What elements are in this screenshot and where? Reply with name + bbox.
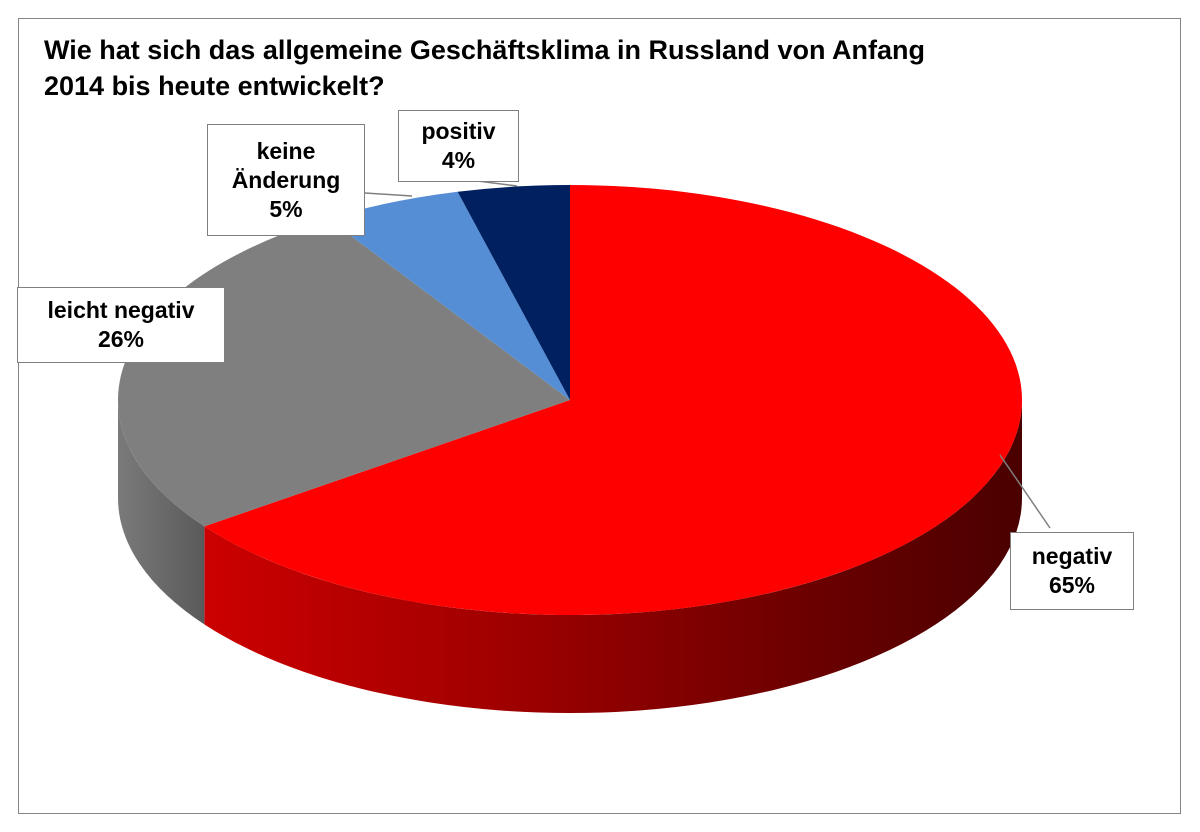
slice-label-negativ: negativ 65%: [1010, 532, 1134, 610]
pie-slice-leicht-negativ: [117, 218, 570, 527]
pie-slice-keine-aenderung: [327, 191, 570, 400]
slice-label-leicht-negativ: leicht negativ 26%: [17, 287, 225, 363]
leader-line-negativ: [999, 454, 1051, 529]
slice-label-keine-aenderung: keine Änderung 5%: [207, 124, 365, 236]
pie-slice-positiv: [457, 185, 570, 400]
pie-slice-side-negativ: [204, 400, 1022, 713]
leader-line-keine-aenderung: [364, 192, 413, 197]
pie-slice-side-leicht-negativ: [118, 400, 205, 625]
slice-label-leicht-negativ-name: leicht negativ: [47, 297, 195, 323]
pie-slice-negativ: [204, 185, 1023, 616]
slice-label-leicht-negativ-value: 26%: [97, 326, 145, 352]
slice-label-positiv-name: positiv: [421, 118, 496, 144]
chart-title: Wie hat sich das allgemeine Geschäftskli…: [44, 35, 925, 101]
slice-label-keine-line1: keine: [256, 137, 316, 164]
slice-label-keine-line2: Änderung: [231, 166, 341, 193]
slice-label-positiv: positiv 4%: [398, 110, 519, 182]
slice-label-negativ-name: negativ: [1031, 543, 1113, 569]
slice-label-negativ-value: 65%: [1048, 572, 1096, 598]
slice-label-positiv-value: 4%: [441, 147, 476, 173]
slice-label-keine-value: 5%: [269, 195, 303, 222]
